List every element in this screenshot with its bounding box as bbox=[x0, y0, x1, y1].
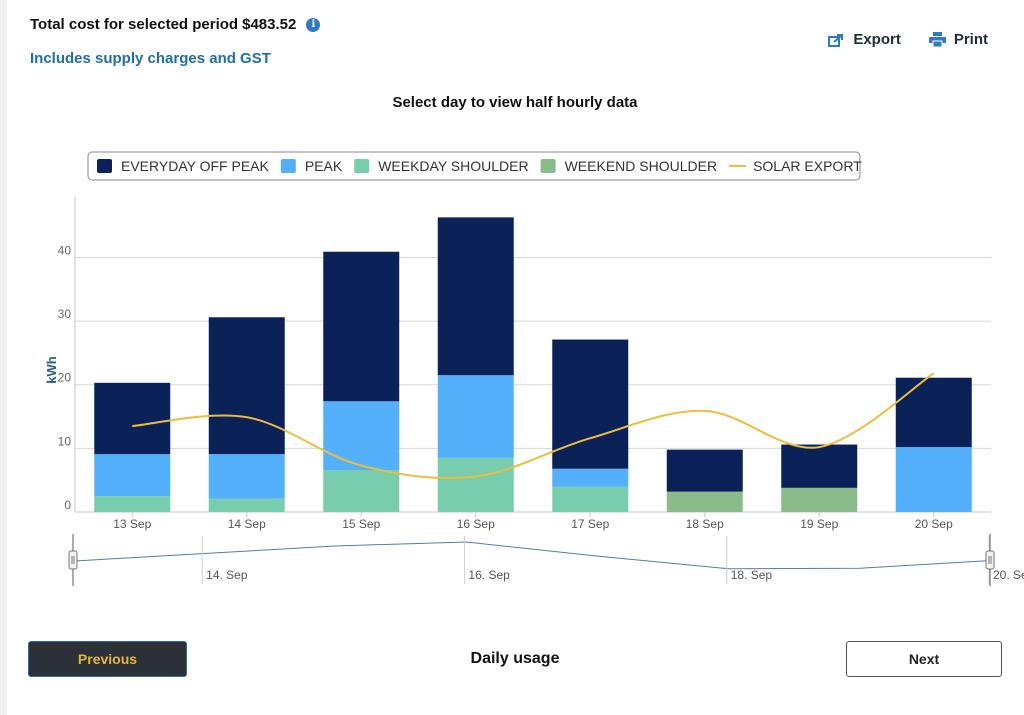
navigator-label: 16. Sep bbox=[468, 568, 510, 582]
view-label: Daily usage bbox=[470, 650, 560, 667]
bar-everyday-off-peak bbox=[94, 382, 171, 455]
legend-swatch-everyday-off-peak bbox=[97, 159, 112, 173]
x-tick-label: 19 Sep bbox=[800, 517, 838, 531]
y-tick-label: 30 bbox=[58, 307, 72, 321]
total-cost: Total cost for selected period $483.52 i bbox=[30, 16, 321, 33]
legend-swatch-peak bbox=[280, 159, 296, 173]
chart-actions: Export Print bbox=[828, 31, 988, 48]
chart-title: Select day to view half hourly data bbox=[392, 94, 638, 111]
bar-peak bbox=[895, 447, 972, 512]
y-tick-label: 10 bbox=[58, 434, 72, 448]
bar-weekday-shoulder bbox=[323, 470, 400, 512]
y-axis-title: kWh bbox=[44, 356, 59, 384]
supply-charges-note: Includes supply charges and GST bbox=[30, 50, 271, 67]
x-tick-label: 13 Sep bbox=[113, 517, 151, 531]
navigator-series-line bbox=[72, 541, 992, 570]
bar-everyday-off-peak bbox=[666, 449, 743, 492]
export-button[interactable]: Export bbox=[828, 31, 901, 48]
info-icon[interactable]: i bbox=[306, 17, 321, 32]
export-icon bbox=[828, 33, 844, 47]
left-edge-bar bbox=[0, 0, 7, 715]
navigator-label: 18. Sep bbox=[731, 568, 773, 582]
bar-everyday-off-peak bbox=[781, 444, 858, 488]
usage-chart: EVERYDAY OFF PEAK PEAK WEEKDAY SHOULDER WEE… bbox=[44, 151, 1024, 586]
total-cost-label: Total cost for selected period bbox=[30, 16, 239, 33]
legend-box bbox=[87, 151, 861, 181]
legend-label-solar-export: SOLAR EXPORT bbox=[753, 158, 862, 174]
bar-weekday-shoulder bbox=[94, 496, 171, 512]
bar-peak bbox=[208, 454, 285, 499]
navigator-label: 20. Sep bbox=[993, 568, 1024, 582]
x-tick-label: 20 Sep bbox=[915, 517, 953, 531]
print-label: Print bbox=[953, 31, 988, 48]
bar-weekday-shoulder bbox=[208, 498, 285, 512]
legend-label-peak: PEAK bbox=[305, 158, 343, 174]
x-tick-label: 15 Sep bbox=[342, 517, 380, 531]
navigator-label: 14. Sep bbox=[206, 568, 248, 582]
export-label: Export bbox=[853, 31, 901, 48]
bar-peak bbox=[323, 401, 400, 470]
bar-weekend-shoulder bbox=[781, 487, 858, 512]
total-cost-value: $483.52 bbox=[242, 16, 297, 33]
y-tick-label: 20 bbox=[58, 371, 72, 385]
print-button[interactable]: Print bbox=[928, 31, 988, 48]
x-tick-label: 17 Sep bbox=[571, 517, 609, 531]
bar-peak bbox=[437, 375, 514, 458]
bar-everyday-off-peak bbox=[437, 217, 514, 376]
bar-everyday-off-peak bbox=[323, 251, 400, 402]
x-tick-label: 14 Sep bbox=[228, 517, 266, 531]
navigator-right-handle bbox=[985, 550, 995, 570]
bar-everyday-off-peak bbox=[895, 377, 972, 448]
bar-peak bbox=[552, 468, 629, 487]
series-line-solar-export bbox=[132, 372, 935, 479]
bar-everyday-off-peak bbox=[552, 339, 629, 469]
legend-swatch-weekday-shoulder bbox=[354, 159, 370, 173]
bar-weekend-shoulder bbox=[666, 491, 743, 512]
legend-swatch-weekend-shoulder bbox=[540, 159, 556, 173]
y-tick-label: 0 bbox=[64, 498, 71, 512]
legend-label-everyday-off-peak: EVERYDAY OFF PEAK bbox=[121, 158, 269, 174]
print-icon bbox=[928, 32, 946, 47]
next-button[interactable]: Next bbox=[846, 641, 1002, 677]
x-tick-label: 18 Sep bbox=[686, 517, 724, 531]
bar-weekday-shoulder bbox=[552, 486, 629, 512]
x-tick-label: 16 Sep bbox=[457, 517, 495, 531]
legend-label-weekday-shoulder: WEEKDAY SHOULDER bbox=[378, 158, 528, 174]
y-tick-label: 40 bbox=[58, 243, 72, 257]
bar-peak bbox=[94, 454, 171, 497]
navigator-left-handle bbox=[68, 550, 78, 570]
legend-label-weekend-shoulder: WEEKEND SHOULDER bbox=[565, 158, 717, 174]
bar-everyday-off-peak bbox=[208, 317, 285, 455]
bar-weekday-shoulder bbox=[437, 457, 514, 512]
previous-button[interactable]: Previous bbox=[28, 641, 187, 677]
